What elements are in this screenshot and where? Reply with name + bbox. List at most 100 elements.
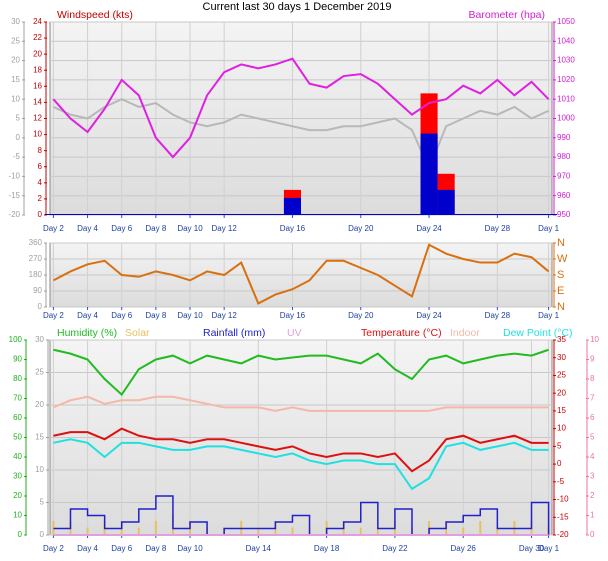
legend-entry: Rainfall (mm) [203, 327, 265, 339]
y-tick-label: -20 [557, 530, 569, 539]
y-tick-label: 20 [33, 49, 42, 58]
y-tick-label: 7 [590, 394, 595, 403]
y-tick-label: 20 [35, 400, 44, 409]
y-tick-label: 0 [18, 530, 23, 539]
y-tick-label: 25 [557, 371, 566, 380]
y-tick-label: 24 [33, 17, 42, 26]
x-tick-label: Day 12 [211, 311, 237, 320]
y-tick-label: 1010 [557, 94, 575, 103]
bar [359, 527, 362, 535]
x-tick-label: Day 28 [485, 311, 511, 320]
y-tick-label: 40 [13, 452, 22, 461]
y-tick-label: 22 [33, 33, 42, 42]
y-tick-label: 950 [557, 210, 571, 219]
legend-entry: Humidity (%) [57, 327, 117, 339]
y-tick-label: 20 [557, 388, 566, 397]
y-tick-label: 30 [35, 335, 44, 344]
bar [488, 214, 506, 215]
legend-entry: Indoor [450, 327, 480, 339]
x-tick-label: Day 16 [280, 224, 306, 233]
legend-entry: Temperature (°C) [361, 327, 442, 339]
x-tick-label: Day 16 [280, 311, 306, 320]
y-tick-label: 50 [13, 433, 22, 442]
bar [352, 214, 370, 215]
x-tick-label: Day 10 [177, 544, 203, 553]
y-tick-label: 990 [557, 133, 571, 142]
bar [386, 214, 404, 215]
y-tick-label: 30 [11, 17, 20, 26]
series-line [52, 57, 550, 159]
y-tick-label: 90 [13, 355, 22, 364]
y-tick-label: -5 [13, 152, 21, 161]
bar [86, 527, 89, 535]
y-tick-label: N [557, 237, 565, 249]
y-tick-label: -10 [8, 172, 20, 181]
y-tick-label: 80 [13, 374, 22, 383]
bar [215, 214, 233, 215]
y-tick-label: 4 [590, 452, 595, 461]
y-tick-label: 15 [35, 433, 44, 442]
y-tick-label: W [557, 253, 568, 265]
y-tick-label: 1000 [557, 114, 575, 123]
y-tick-label: 2 [38, 194, 43, 203]
y-tick-label: -5 [557, 477, 565, 486]
bar [96, 214, 114, 215]
y-tick-label: 12 [33, 114, 42, 123]
y-tick-label: 25 [11, 36, 20, 45]
y-tick-label: 5 [16, 114, 21, 123]
y-tick-label: 980 [557, 152, 571, 161]
y-tick-label: 5 [557, 441, 562, 450]
y-tick-label: 970 [557, 172, 571, 181]
x-tick-label: Day 1 [538, 224, 559, 233]
series-line [53, 495, 550, 536]
y-tick-label: 0 [38, 210, 43, 219]
y-tick-label: 0 [40, 530, 45, 539]
y-tick-label: 0 [38, 302, 43, 311]
y-tick-label: 6 [590, 413, 595, 422]
x-tick-label: Day 30 [519, 544, 545, 553]
bar [335, 214, 353, 215]
bar [471, 214, 489, 215]
x-tick-label: Day 10 [177, 224, 203, 233]
bar [479, 521, 482, 535]
y-tick-label: 35 [557, 335, 566, 344]
bar [369, 214, 387, 215]
y-tick-label: 0 [557, 459, 562, 468]
bar [291, 527, 294, 535]
series-line [53, 427, 549, 473]
bar [147, 214, 165, 215]
bar [154, 521, 157, 535]
y-tick-label: 180 [29, 270, 43, 279]
y-tick-label: 15 [11, 75, 20, 84]
x-tick-label: Day 2 [43, 544, 64, 553]
bar [61, 214, 80, 215]
y-tick-label: 0 [590, 530, 595, 539]
series-line [53, 98, 549, 172]
legend-entry: UV [287, 327, 302, 339]
x-tick-label: Day 22 [382, 544, 408, 553]
bar [181, 214, 199, 215]
y-tick-label: 1020 [557, 75, 575, 84]
y-tick-label: N [557, 301, 565, 313]
x-tick-label: Day 6 [111, 224, 132, 233]
series-line [52, 243, 550, 305]
y-tick-label: -15 [8, 191, 20, 200]
y-tick-label: 6 [38, 162, 43, 171]
chart-title: Current last 30 days 1 December 2019 [203, 1, 392, 13]
x-tick-label: Day 26 [451, 544, 477, 553]
y-tick-label: 1040 [557, 36, 575, 45]
x-tick-label: Day 10 [177, 311, 203, 320]
x-tick-label: Day 6 [111, 311, 132, 320]
y-tick-label: 1050 [557, 17, 575, 26]
bar [318, 214, 336, 215]
x-tick-label: Day 20 [348, 311, 374, 320]
y-tick-label: -10 [557, 495, 569, 504]
bar [301, 214, 319, 215]
bar [164, 214, 182, 215]
axis-title: Windspeed (kts) [57, 9, 133, 21]
y-tick-label: 10 [11, 94, 20, 103]
bar [113, 214, 131, 215]
bar [540, 214, 558, 215]
series-line [53, 395, 549, 412]
x-tick-label: Day 20 [348, 224, 374, 233]
